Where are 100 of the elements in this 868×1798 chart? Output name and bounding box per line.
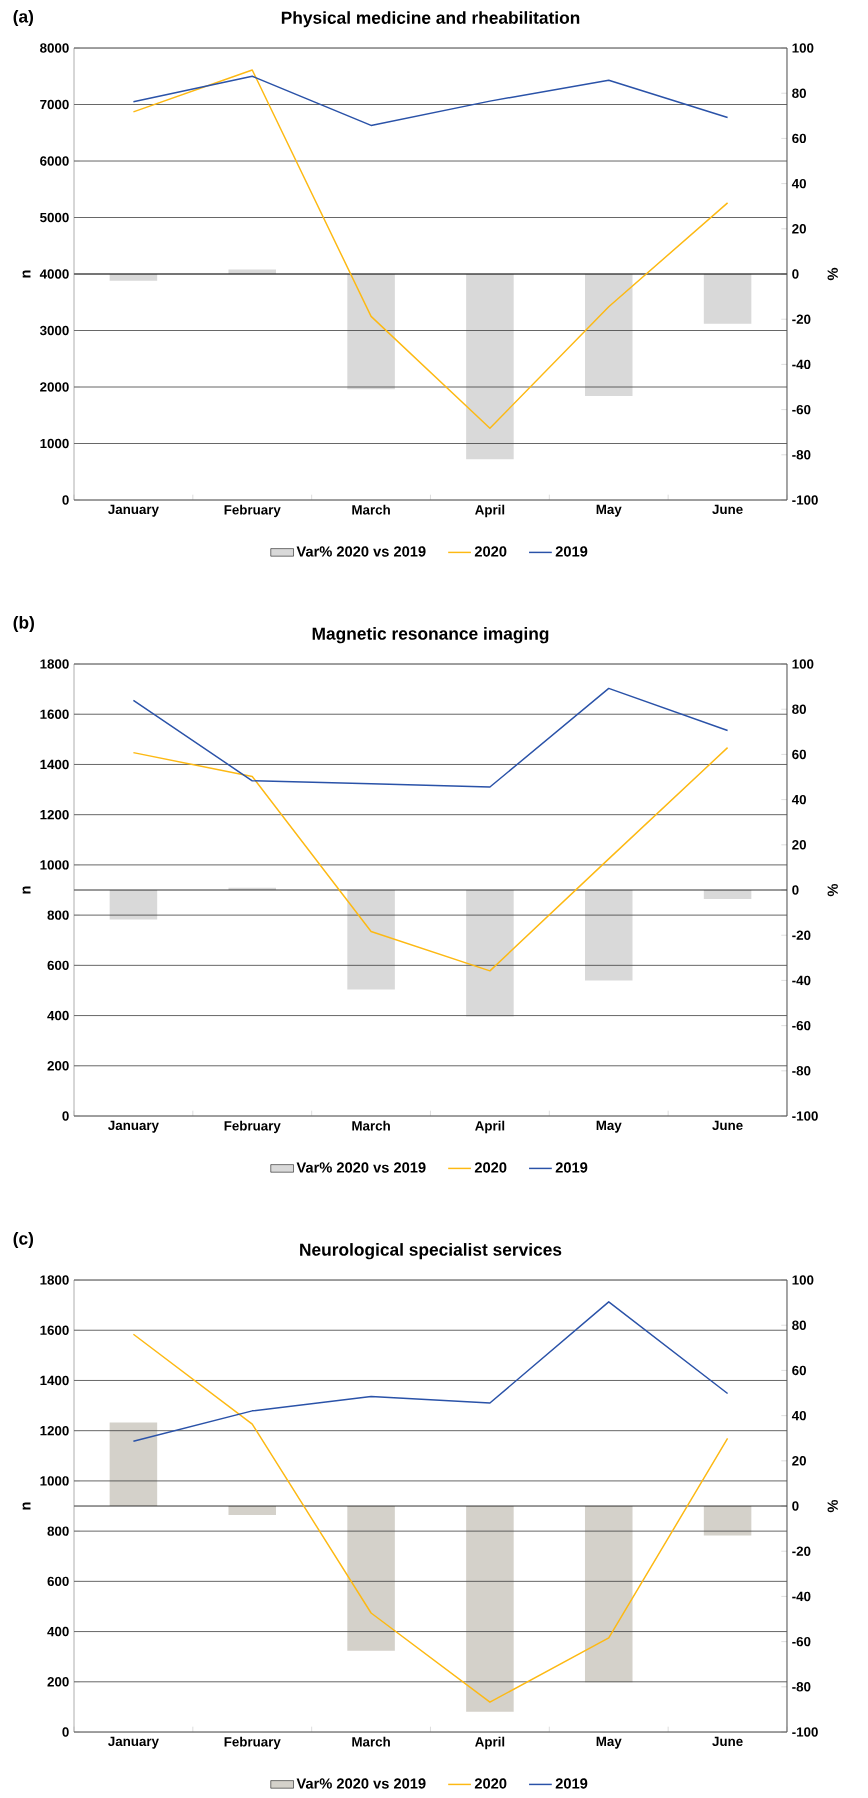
x-tick-label: April bbox=[475, 1736, 505, 1750]
y-tick-label: 0 bbox=[62, 1727, 69, 1737]
x-tick-label: March bbox=[352, 504, 390, 515]
line-series bbox=[132, 1301, 729, 1442]
y2-tick-label: -80 bbox=[792, 450, 811, 460]
y-tick-label: 1800 bbox=[40, 1275, 69, 1285]
y2-tick-label: 20 bbox=[792, 224, 806, 234]
legend-label: Var% 2020 vs 2019 bbox=[296, 1162, 426, 1173]
y-tick-label: 0 bbox=[62, 495, 69, 505]
y2-tick-label: 0 bbox=[792, 269, 799, 279]
y2-tick-label: 60 bbox=[792, 133, 806, 144]
y2-axis-title: % bbox=[827, 1499, 838, 1513]
legend-label: Var% 2020 vs 2019 bbox=[296, 1778, 426, 1789]
line-series bbox=[132, 75, 729, 127]
y-tick-label: 200 bbox=[47, 1061, 69, 1071]
y-tick-label: 400 bbox=[47, 1010, 69, 1021]
chart-title: Physical medicine and rheabilitation bbox=[281, 11, 580, 28]
y2-tick-label: 60 bbox=[792, 1365, 806, 1376]
x-tick-label: June bbox=[712, 1736, 743, 1747]
y2-tick-label: -40 bbox=[792, 1591, 811, 1602]
x-tick-label: June bbox=[712, 1120, 743, 1131]
x-tick-label: June bbox=[712, 504, 743, 515]
y-tick-label: 5000 bbox=[40, 212, 69, 223]
y-tick-label: 1600 bbox=[40, 1325, 69, 1335]
y2-tick-label: -100 bbox=[792, 495, 818, 505]
legend-label: Var% 2020 vs 2019 bbox=[296, 546, 426, 557]
y2-axis-title: % bbox=[827, 883, 838, 897]
y-tick-label: 1200 bbox=[40, 1425, 69, 1436]
x-tick-label: May bbox=[596, 504, 622, 517]
x-tick-label: May bbox=[596, 1736, 622, 1749]
y-tick-label: 8000 bbox=[40, 43, 69, 53]
x-tick-label: February bbox=[224, 1736, 281, 1750]
y-tick-label: 4000 bbox=[39, 269, 69, 279]
y2-tick-label: 100 bbox=[792, 43, 814, 53]
y2-tick-label: 80 bbox=[792, 88, 806, 98]
y2-tick-label: 100 bbox=[792, 1275, 814, 1285]
x-tick-label: April bbox=[475, 1120, 505, 1134]
y2-tick-label: 80 bbox=[792, 704, 806, 714]
y2-tick-label: -80 bbox=[792, 1066, 811, 1076]
text: (c) bbox=[13, 1231, 34, 1249]
y-tick-label: 400 bbox=[47, 1626, 69, 1637]
y-tick-label: 600 bbox=[47, 960, 69, 971]
y-axis-title: n bbox=[22, 270, 31, 278]
y2-tick-label: 40 bbox=[791, 794, 806, 805]
y-tick-label: 2000 bbox=[40, 382, 69, 392]
x-tick-label: February bbox=[224, 504, 281, 518]
line-series bbox=[132, 69, 729, 429]
legend-label: 2020 bbox=[474, 1778, 507, 1789]
chart-title: Magnetic resonance imaging bbox=[312, 627, 549, 644]
y2-tick-label: -80 bbox=[792, 1682, 811, 1692]
y2-tick-label: -20 bbox=[792, 314, 811, 324]
x-tick-label: April bbox=[475, 504, 505, 518]
y-tick-label: 1400 bbox=[40, 1375, 69, 1386]
y2-axis-title: % bbox=[827, 267, 838, 281]
y-tick-label: 1000 bbox=[40, 860, 69, 870]
y2-tick-label: -40 bbox=[792, 359, 811, 370]
y-tick-label: 800 bbox=[47, 910, 69, 920]
y2-tick-label: -60 bbox=[792, 1020, 811, 1031]
legend-label: 2019 bbox=[555, 546, 588, 557]
x-tick-label: January bbox=[108, 504, 159, 517]
y2-tick-label: -20 bbox=[792, 1546, 811, 1556]
y2-tick-label: 40 bbox=[791, 178, 806, 189]
y2-tick-label: 40 bbox=[791, 1410, 806, 1421]
legend-label: 2019 bbox=[555, 1778, 588, 1789]
y2-tick-label: 0 bbox=[792, 885, 799, 895]
legend-label: 2020 bbox=[474, 1162, 507, 1173]
y-axis-title: n bbox=[22, 1502, 31, 1510]
text: (a) bbox=[13, 9, 34, 27]
y-tick-label: 7000 bbox=[40, 99, 69, 110]
y2-tick-label: 80 bbox=[792, 1320, 806, 1330]
y-tick-label: 1400 bbox=[40, 759, 69, 770]
y2-tick-label: -100 bbox=[792, 1727, 818, 1737]
y2-tick-label: -100 bbox=[792, 1111, 818, 1121]
y-tick-label: 1000 bbox=[40, 1476, 69, 1486]
x-tick-label: January bbox=[108, 1120, 159, 1133]
y2-tick-label: 60 bbox=[792, 749, 806, 760]
y-tick-label: 600 bbox=[47, 1576, 69, 1587]
y2-tick-label: 20 bbox=[792, 840, 806, 850]
y2-tick-label: -60 bbox=[792, 404, 811, 415]
y-tick-label: 0 bbox=[62, 1111, 69, 1121]
y-tick-label: 1800 bbox=[40, 659, 69, 669]
legend-label: 2020 bbox=[474, 546, 507, 557]
y-axis-title: n bbox=[22, 886, 31, 894]
x-tick-label: March bbox=[352, 1120, 390, 1131]
y-tick-label: 1200 bbox=[40, 809, 69, 820]
y2-tick-label: -60 bbox=[792, 1636, 811, 1647]
x-tick-label: February bbox=[224, 1120, 281, 1134]
x-tick-label: May bbox=[596, 1120, 622, 1133]
chart-title: Neurological specialist services bbox=[300, 1243, 562, 1260]
x-tick-label: January bbox=[108, 1736, 159, 1749]
y-tick-label: 200 bbox=[47, 1677, 69, 1687]
line-series bbox=[132, 687, 729, 788]
y-tick-label: 3000 bbox=[39, 325, 69, 336]
y2-tick-label: 100 bbox=[792, 659, 814, 669]
y-tick-label: 1000 bbox=[40, 438, 69, 449]
legend-label: 2019 bbox=[555, 1162, 588, 1173]
y-tick-label: 800 bbox=[47, 1526, 69, 1536]
y-tick-label: 6000 bbox=[40, 156, 69, 166]
y2-tick-label: 0 bbox=[792, 1501, 799, 1511]
y2-tick-label: 20 bbox=[792, 1456, 806, 1466]
